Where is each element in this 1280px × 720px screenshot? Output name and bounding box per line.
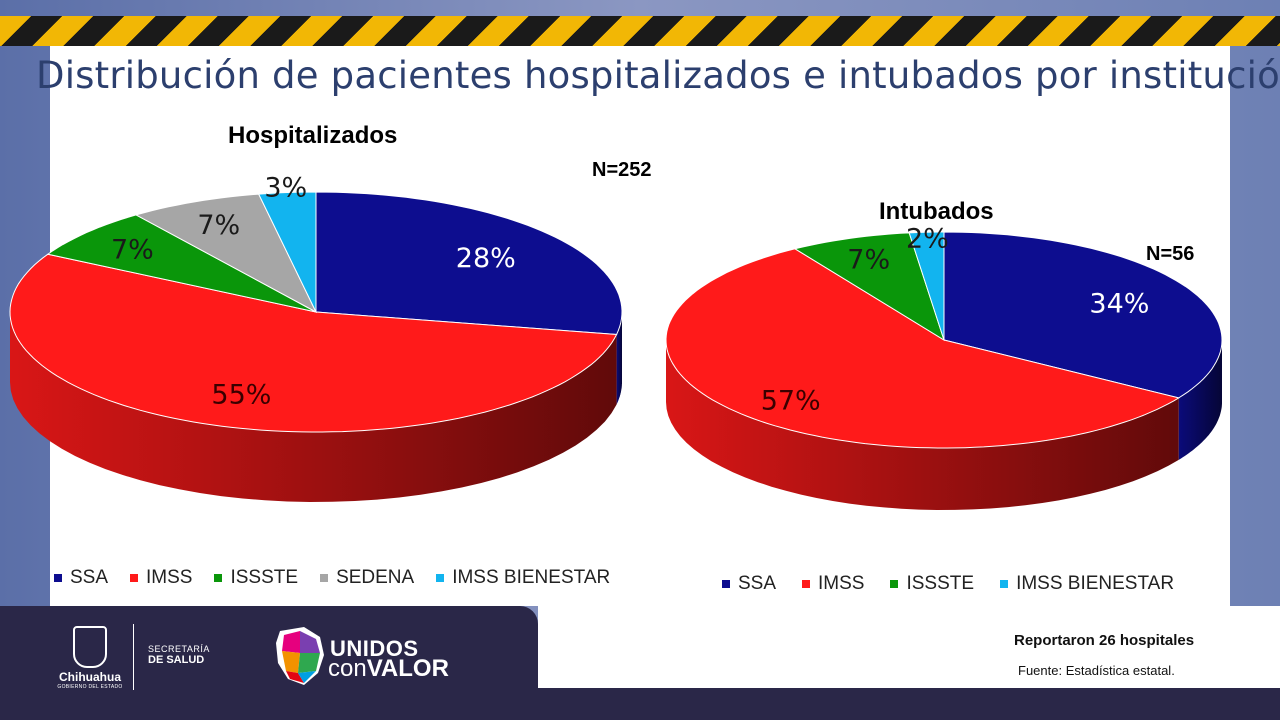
brand-con: con xyxy=(328,655,367,682)
legend-swatch xyxy=(54,574,62,582)
state-name: Chihuahua xyxy=(59,670,121,684)
legend-swatch xyxy=(1000,580,1009,588)
pie-hospitalizados: 28% 55% 7% 7% 3% xyxy=(9,173,623,502)
legend-item-issste: ISSSTE xyxy=(890,573,974,595)
slice-issste xyxy=(793,232,945,342)
legend-swatch xyxy=(320,574,329,582)
slice-imss xyxy=(665,248,1180,449)
state-subtitle: GOBIERNO DEL ESTADO xyxy=(57,684,123,690)
footer-logo-band xyxy=(0,606,538,688)
legend-intubados: SSA IMSS ISSSTE IMSS BIENESTAR xyxy=(722,573,1174,595)
legend-label: SSA xyxy=(70,567,109,588)
legend-hospitalizados: SSA IMSS ISSSTE SEDENA IMSS BIENESTAR xyxy=(54,567,610,589)
legend-item-issste: ISSSTE xyxy=(214,567,298,589)
slice-ssa xyxy=(315,191,623,336)
legend-swatch xyxy=(214,574,223,582)
data-label-issste: 7% xyxy=(111,235,154,266)
reported-hospitals: Reportaron 26 hospitales xyxy=(1014,632,1195,649)
legend-swatch xyxy=(436,574,445,582)
chart-title-intubados: Intubados xyxy=(879,198,994,225)
secretaria-line2: DE SALUD xyxy=(148,654,205,666)
data-label-imss: 55% xyxy=(211,379,271,410)
legend-item-sedena: SEDENA xyxy=(320,567,414,589)
slice-imss-bienestar xyxy=(257,191,317,313)
side-ssa xyxy=(616,312,622,405)
slice-issste xyxy=(46,214,317,313)
data-label-imss-bienestar: 2% xyxy=(906,224,949,255)
chihuahua-logo: Chihuahua GOBIERNO DEL ESTADO xyxy=(50,626,130,690)
legend-label: SSA xyxy=(738,573,777,594)
legend-label: IMSS xyxy=(818,573,865,594)
chart-title-hospitalizados: Hospitalizados xyxy=(228,122,398,149)
legend-item-ssa: SSA xyxy=(722,573,776,595)
legend-label: SEDENA xyxy=(336,567,415,588)
legend-item-ssa: SSA xyxy=(54,567,108,589)
brand-valor: VALOR xyxy=(366,655,449,682)
state-shield-icon xyxy=(73,626,107,668)
slice-ssa xyxy=(943,231,1223,399)
page-title: Distribución de pacientes hospitalizados… xyxy=(36,54,1280,97)
unidos-map-icon xyxy=(276,627,324,685)
data-label-imss: 57% xyxy=(761,386,821,417)
legend-label: IMSS BIENESTAR xyxy=(452,567,611,588)
legend-swatch xyxy=(130,574,139,582)
side-imss xyxy=(10,312,617,502)
secretaria-logo: SECRETARÍA DE SALUD xyxy=(148,644,210,666)
slice-imss-bienestar xyxy=(908,231,945,341)
legend-label: IMSS BIENESTAR xyxy=(1016,573,1175,594)
data-label-ssa: 28% xyxy=(456,243,516,274)
pie-intubados: 34% 57% 7% 2% xyxy=(665,224,1223,510)
slice-imss xyxy=(9,253,618,433)
legend-item-imss-bienestar: IMSS BIENESTAR xyxy=(1000,573,1174,595)
source-note: Fuente: Estadística estatal. xyxy=(1018,663,1175,678)
hazard-stripe-bar xyxy=(0,16,1280,46)
logo-divider xyxy=(133,624,134,690)
legend-label: ISSSTE xyxy=(906,573,975,594)
brand-con-valor: conVALOR xyxy=(328,655,449,683)
footer-info-panel xyxy=(538,606,1280,688)
data-label-sedena: 7% xyxy=(197,210,240,241)
legend-swatch xyxy=(722,580,730,588)
side-imss xyxy=(666,340,1179,510)
footer-bottom-band xyxy=(0,688,1280,720)
legend-item-imss: IMSS xyxy=(130,567,192,589)
n-label-intubados: N=56 xyxy=(1146,243,1195,265)
legend-item-imss-bienestar: IMSS BIENESTAR xyxy=(436,567,610,589)
n-label-hospitalizados: N=252 xyxy=(592,159,652,181)
legend-label: IMSS xyxy=(146,567,193,588)
data-label-issste: 7% xyxy=(847,245,890,276)
legend-swatch xyxy=(890,580,899,588)
data-label-imss-bienestar: 3% xyxy=(264,173,307,204)
legend-swatch xyxy=(802,580,811,588)
legend-label: ISSSTE xyxy=(230,567,299,588)
legend-item-imss: IMSS xyxy=(802,573,864,595)
slice-sedena xyxy=(134,193,318,314)
brand-unidos: UNIDOS xyxy=(330,636,419,661)
secretaria-line1: SECRETARÍA xyxy=(148,644,210,654)
data-label-ssa: 34% xyxy=(1089,289,1149,320)
